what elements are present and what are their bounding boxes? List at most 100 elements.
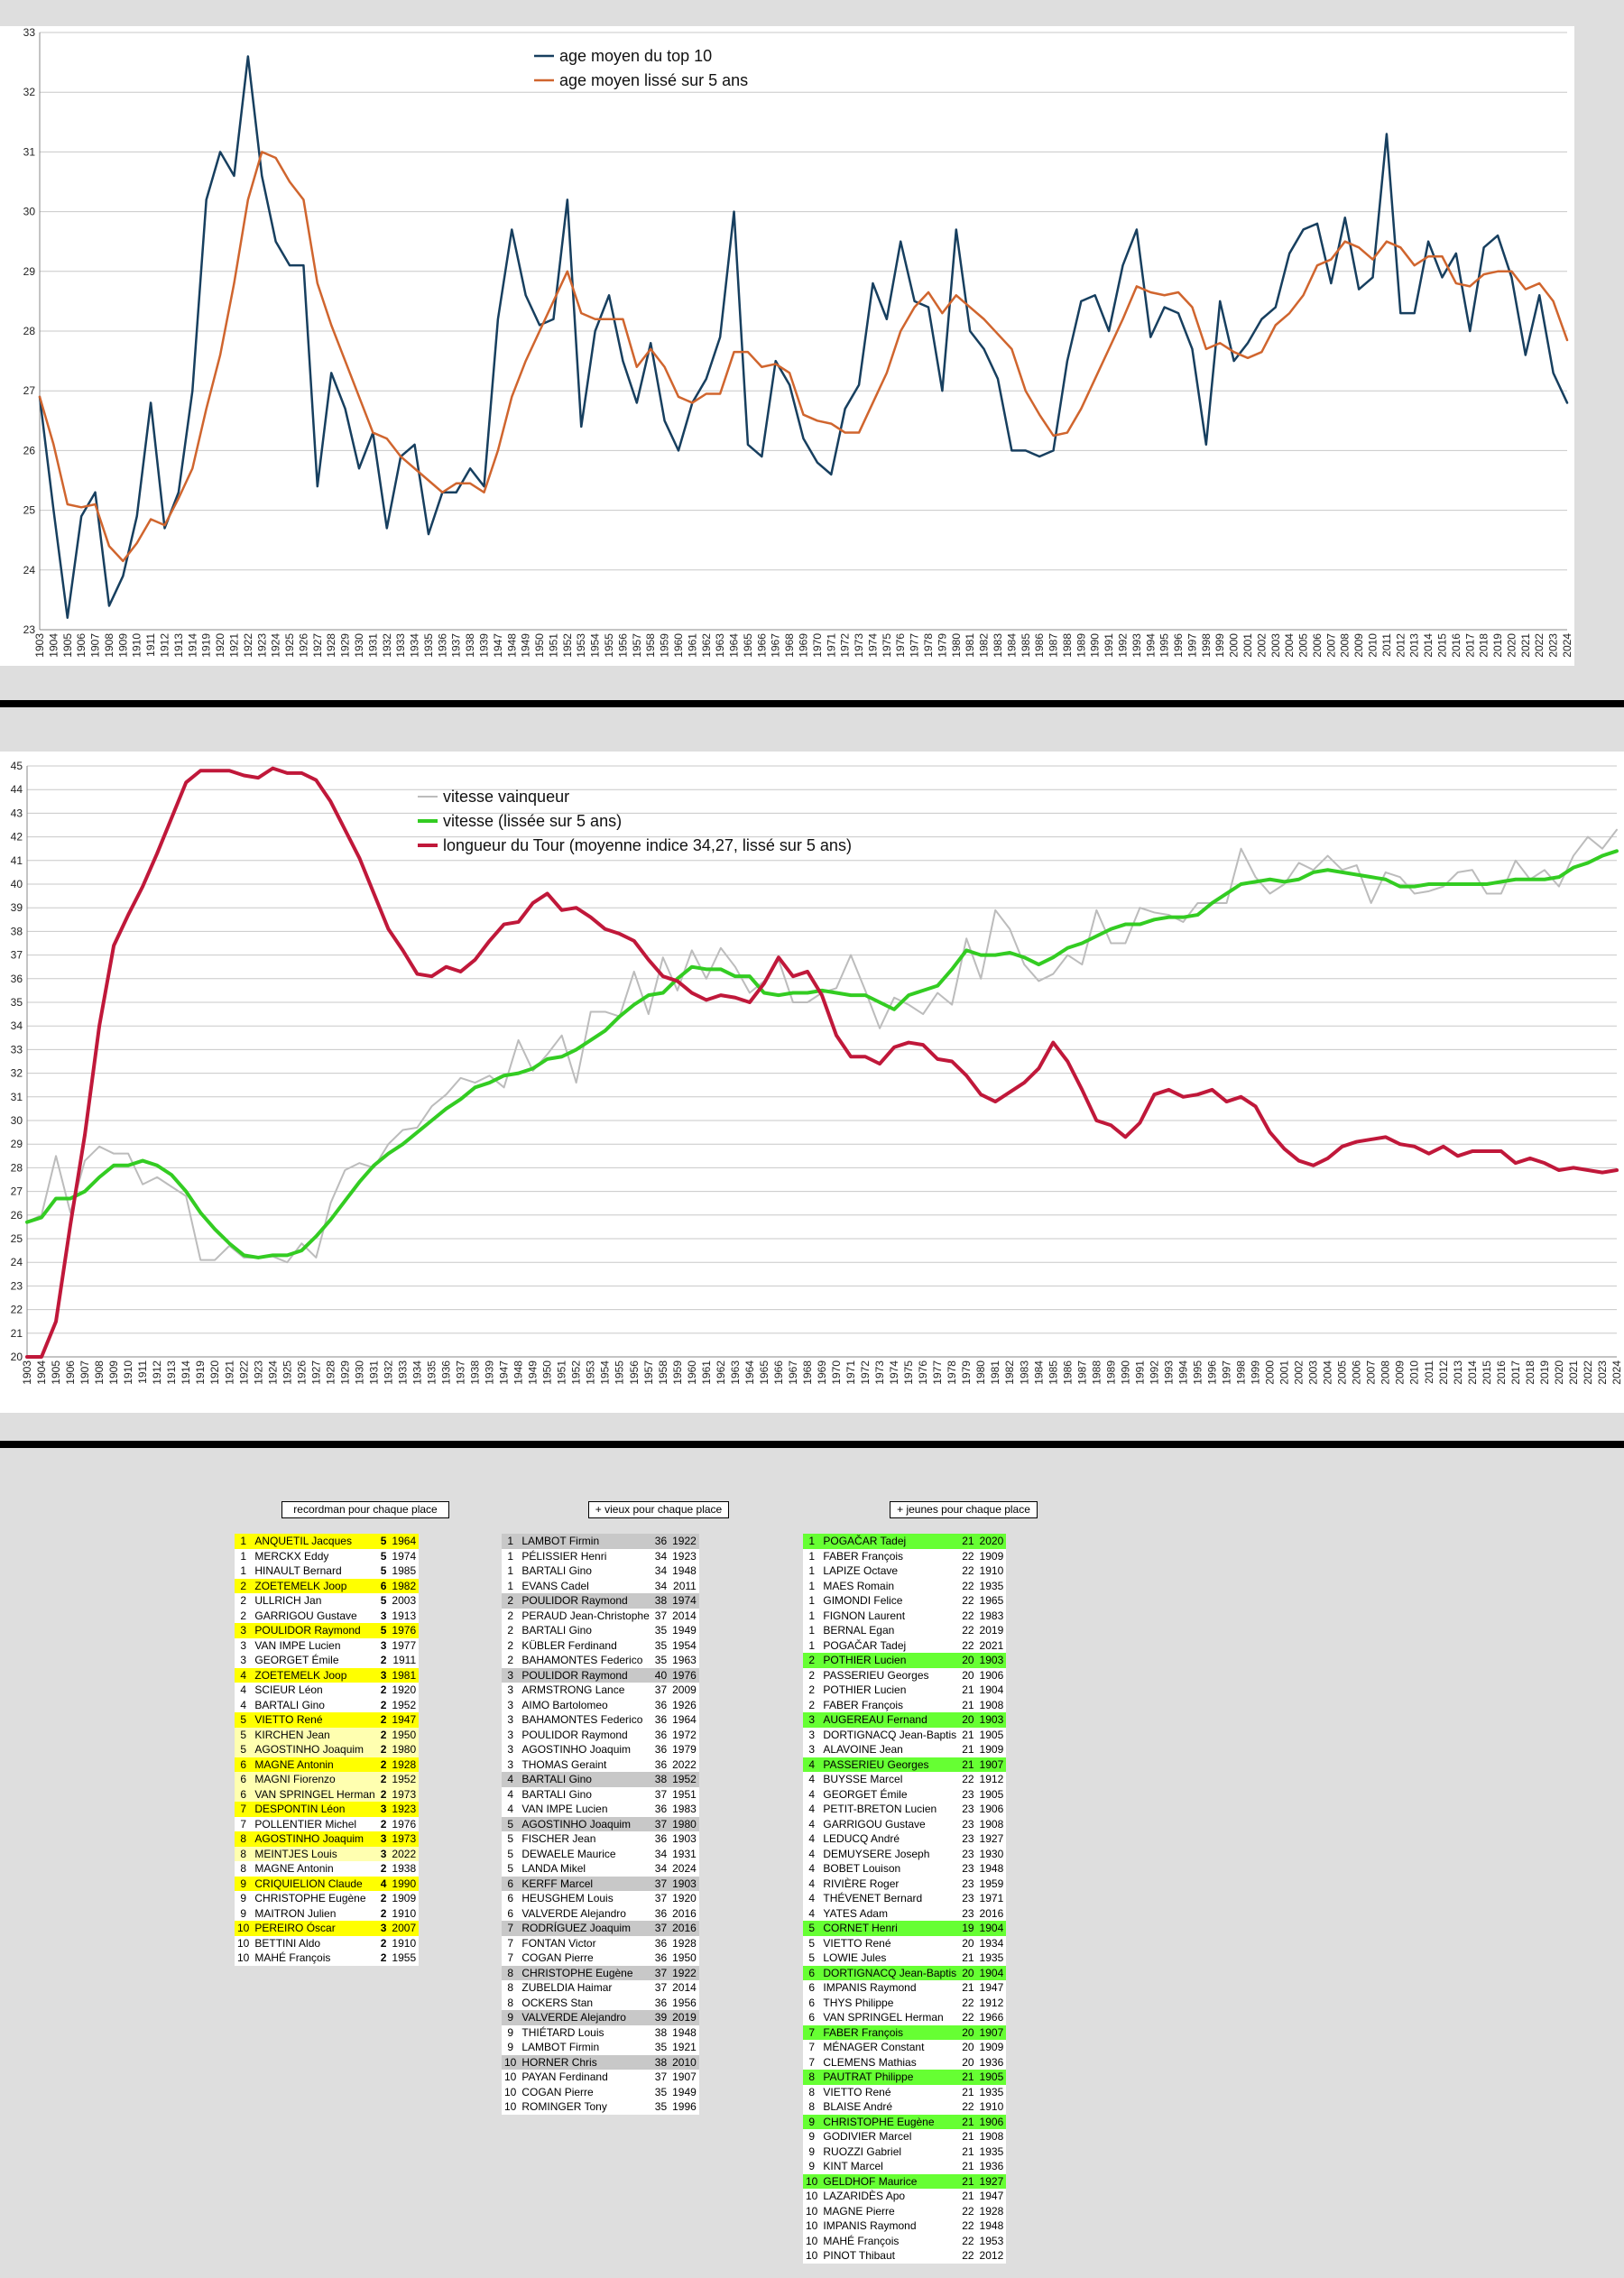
table-row: 6 IMPANIS Raymond 21 1947	[803, 1980, 1006, 1996]
table-cell: VAN IMPE Lucien	[254, 1638, 341, 1652]
table-row: 1 FIGNON Laurent 22 1983	[803, 1609, 1006, 1624]
table-cell: 1948	[672, 2025, 697, 2039]
table-row: 3 GEORGET Émile 2 1911	[235, 1653, 419, 1668]
table-title: recordman pour chaque place	[281, 1501, 449, 1518]
table-cell: 22	[962, 1564, 974, 1578]
table-cell: 1935	[979, 1951, 1004, 1965]
table-row: 1 POGAČAR Tadej 21 2020	[803, 1534, 1007, 1549]
table-cell: 2	[380, 1862, 387, 1876]
table-row: 9 CHRISTOPHE Eugène 2 1909	[235, 1891, 419, 1906]
table-cell: DORTIGNACQ Jean-Baptis	[823, 1728, 957, 1741]
x-tick-label: 1904	[35, 1360, 48, 1385]
table-cell: 1907	[976, 1757, 1007, 1772]
table-cell: 20	[962, 1668, 974, 1682]
table-row: 4 BARTALI Gino 38 1952	[502, 1772, 699, 1787]
table-cell: 2009	[672, 1683, 697, 1697]
table-cell: 1907	[976, 2024, 1007, 2040]
table-cell: 1964	[389, 1534, 420, 1549]
x-tick-label: 1930	[353, 1360, 365, 1385]
table-cell: 22	[962, 2234, 974, 2247]
x-tick-label: 1996	[1172, 633, 1185, 658]
table-cell: POULIDOR Raymond	[519, 1593, 652, 1609]
table-cell: VIETTO René	[823, 1936, 891, 1950]
x-tick-label: 1932	[381, 633, 393, 658]
table-cell: KERFF Marcel	[519, 1876, 652, 1891]
x-tick-label: 1996	[1205, 1360, 1218, 1385]
table-cell: 1950	[389, 1727, 420, 1742]
legend-label: vitesse (lissée sur 5 ans)	[443, 812, 622, 830]
table-cell: 38	[654, 2025, 668, 2039]
table-cell: 1911	[392, 1654, 417, 1667]
x-tick-label: 2017	[1509, 1360, 1522, 1385]
table-row: 10 MAHÉ François 22 1953	[803, 2234, 1006, 2249]
x-tick-label: 1925	[281, 1360, 293, 1385]
table-cell: 37	[651, 1921, 670, 1936]
table-cell: 1947	[979, 2190, 1004, 2203]
table-cell: PAYAN Ferdinand	[521, 2070, 608, 2084]
x-tick-label: 1929	[338, 1360, 351, 1385]
separator	[0, 700, 1624, 707]
table-cell: VAN IMPE Lucien	[521, 1803, 608, 1816]
table-cell: VIETTO René	[252, 1712, 378, 1728]
x-tick-label: 1975	[902, 1360, 915, 1385]
table-cell: BLAISE André	[823, 2100, 893, 2114]
table-cell: 1	[240, 1564, 247, 1578]
table-cell: 8	[803, 2070, 821, 2085]
table-cell: 5	[380, 1564, 387, 1578]
table-row: 10 PEREIRO Óscar 3 2007	[235, 1921, 420, 1936]
table-cell: 1904	[976, 1921, 1007, 1936]
x-tick-label: 1905	[50, 1360, 62, 1385]
table-cell: 1906	[979, 1803, 1004, 1816]
table-cell: BAHAMONTES Federico	[521, 1713, 643, 1727]
table-cell: AGOSTINHO Joaquim	[521, 1743, 632, 1757]
table-row: 5 DEWAELE Maurice 34 1931	[502, 1847, 699, 1862]
x-tick-label: 1912	[159, 633, 171, 658]
table-cell: 1973	[389, 1786, 420, 1802]
y-tick-label: 32	[23, 86, 36, 98]
table-row: 2 BARTALI Gino 35 1949	[502, 1623, 699, 1638]
table-cell: 23	[962, 1787, 974, 1801]
table-row: 1 ANQUETIL Jacques 5 1964	[235, 1534, 420, 1549]
x-tick-label: 1922	[237, 1360, 250, 1385]
table-cell: 7	[507, 1951, 514, 1965]
y-tick-label: 33	[11, 1043, 23, 1056]
x-tick-label: 1987	[1047, 633, 1060, 658]
x-tick-label: 2021	[1567, 1360, 1580, 1385]
x-tick-label: 2001	[1278, 1360, 1291, 1385]
table-cell: PEREIRO Óscar	[252, 1921, 378, 1936]
x-tick-label: 2016	[1450, 633, 1463, 658]
table-cell: PINOT Thibaut	[823, 2249, 895, 2263]
table-cell: 6	[803, 1965, 821, 1980]
x-tick-label: 2007	[1324, 633, 1337, 658]
table-row: 8 MAGNE Antonin 2 1938	[235, 1861, 419, 1877]
table-cell: 1909	[979, 1549, 1004, 1563]
x-tick-label: 1952	[561, 633, 574, 658]
table-cell: 21	[959, 2070, 977, 2085]
table-cell: 3	[240, 1638, 247, 1652]
table-cell: 1906	[976, 2114, 1007, 2129]
table-cell: 3	[377, 1846, 390, 1861]
table-cell: YATES Adam	[823, 1906, 888, 1920]
table-cell: 4	[507, 1787, 514, 1801]
table-cell: 37	[654, 1683, 668, 1697]
table-cell: 1923	[672, 1549, 697, 1563]
table-row: 10 HORNER Chris 38 2010	[502, 2054, 699, 2070]
x-tick-label: 1931	[366, 633, 379, 658]
x-tick-label: 1970	[811, 633, 824, 658]
table-cell: 1928	[672, 1936, 697, 1950]
x-tick-label: 1906	[75, 633, 88, 658]
x-tick-label: 2000	[1264, 1360, 1277, 1385]
table-row: 9 CHRISTOPHE Eugène 21 1906	[803, 2114, 1007, 2129]
y-tick-label: 29	[23, 265, 36, 278]
x-tick-label: 1937	[450, 633, 463, 658]
table-row: 10 GELDHOF Maurice 21 1927	[803, 2173, 1007, 2189]
x-tick-label: 1953	[575, 633, 587, 658]
table-cell: POULIDOR Raymond	[252, 1623, 378, 1638]
x-tick-label: 1983	[992, 633, 1004, 658]
table-cell: 5	[235, 1712, 253, 1728]
table-cell: 6	[808, 1996, 816, 2009]
x-tick-label: 2005	[1297, 633, 1310, 658]
table-cell: 1966	[979, 2011, 1004, 2024]
x-tick-label: 1984	[1032, 1360, 1045, 1385]
table-cell: 1909	[979, 2041, 1004, 2054]
